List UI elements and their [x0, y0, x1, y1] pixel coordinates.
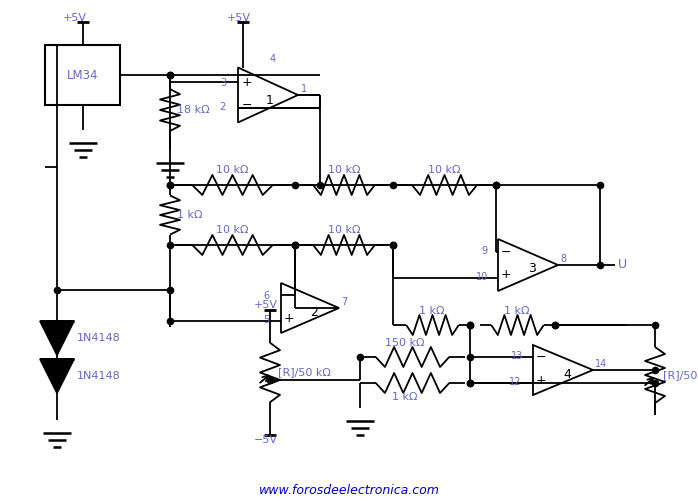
Text: −: − — [501, 245, 512, 259]
Text: 9: 9 — [482, 246, 488, 256]
Polygon shape — [40, 359, 74, 393]
Text: 10: 10 — [476, 272, 488, 282]
Text: +: + — [501, 269, 512, 282]
Text: −: − — [536, 351, 547, 364]
Text: 1 kΩ: 1 kΩ — [419, 306, 445, 316]
Text: 10 kΩ: 10 kΩ — [216, 225, 248, 235]
Text: 1 kΩ: 1 kΩ — [177, 210, 202, 220]
Text: 4: 4 — [270, 54, 276, 64]
Text: 2: 2 — [220, 102, 226, 112]
Text: +5V: +5V — [63, 13, 87, 23]
Text: 14: 14 — [595, 359, 607, 369]
Text: 10 kΩ: 10 kΩ — [328, 165, 360, 175]
Text: +: + — [242, 76, 253, 89]
Text: 10 kΩ: 10 kΩ — [428, 165, 460, 175]
Text: 1N4148: 1N4148 — [77, 371, 121, 381]
Text: −: − — [242, 99, 253, 112]
Text: 8: 8 — [560, 254, 566, 264]
Text: 1: 1 — [301, 84, 307, 94]
Text: [R]/50 Ω: [R]/50 Ω — [663, 370, 698, 380]
Text: 10 kΩ: 10 kΩ — [328, 225, 360, 235]
Text: 6: 6 — [263, 291, 269, 301]
Text: 4: 4 — [563, 368, 571, 380]
Text: 2: 2 — [310, 306, 318, 319]
Bar — [45, 45, 120, 105]
Text: −5V: −5V — [254, 435, 278, 445]
Text: +: + — [284, 312, 295, 325]
Text: 150 kΩ: 150 kΩ — [385, 338, 425, 348]
Text: 13: 13 — [511, 351, 523, 361]
Text: +: + — [536, 374, 547, 386]
Text: +5V: +5V — [227, 13, 251, 23]
Text: −: − — [284, 289, 295, 302]
Text: 3: 3 — [220, 78, 226, 88]
Text: 5: 5 — [262, 315, 269, 325]
Text: +5V: +5V — [254, 300, 278, 310]
Text: 1: 1 — [266, 94, 274, 107]
Text: U: U — [618, 259, 627, 272]
Text: 10 kΩ: 10 kΩ — [216, 165, 248, 175]
Text: 1 kΩ: 1 kΩ — [504, 306, 530, 316]
Text: 7: 7 — [341, 297, 347, 307]
Polygon shape — [40, 321, 74, 355]
Text: www.forosdeelectronica.com: www.forosdeelectronica.com — [258, 483, 440, 496]
Text: 1 kΩ: 1 kΩ — [392, 392, 417, 402]
Text: 18 kΩ: 18 kΩ — [177, 105, 209, 115]
Text: LM34: LM34 — [67, 69, 98, 82]
Text: 1N4148: 1N4148 — [77, 333, 121, 343]
Text: 3: 3 — [528, 263, 536, 276]
Text: [R]/50 kΩ: [R]/50 kΩ — [278, 367, 331, 377]
Text: 12: 12 — [509, 377, 521, 387]
